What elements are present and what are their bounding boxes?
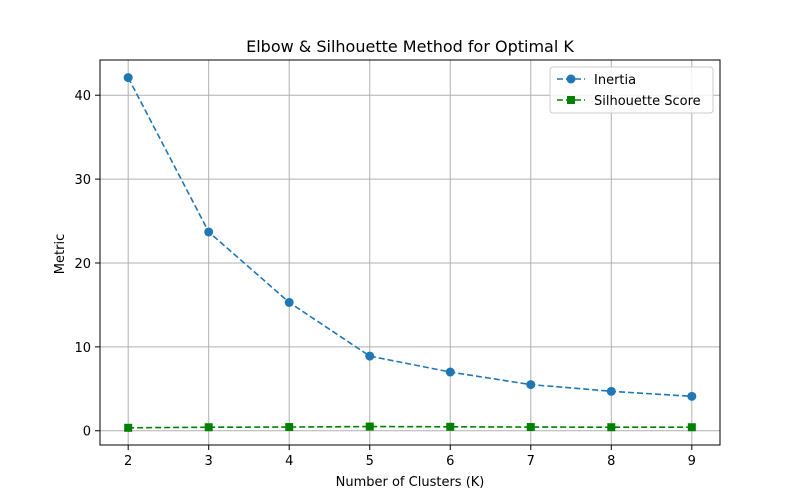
- inertia-point: [606, 386, 616, 396]
- y-tick-label: 30: [74, 173, 91, 188]
- silhouette-score-point: [365, 422, 374, 431]
- inertia-line: [127, 77, 692, 398]
- silhouette-score-point: [124, 423, 133, 432]
- tick-layer: 2 3 4 5 6 7 8 9 0 10 20 30 40: [74, 89, 696, 469]
- silhouette-score-point: [285, 423, 294, 432]
- silhouette-score-line: [128, 425, 692, 429]
- x-tick-label: 5: [366, 454, 374, 469]
- legend-label-silhouette-score: Silhouette Score: [594, 94, 701, 109]
- x-tick-label: 4: [285, 454, 293, 469]
- legend-box: [549, 66, 714, 114]
- inertia-point: [284, 297, 294, 307]
- x-tick-label: 3: [205, 454, 213, 469]
- silhouette-score-point: [607, 423, 616, 432]
- y-tick-label: 20: [74, 257, 91, 272]
- inertia-point: [123, 73, 133, 83]
- x-tick-label: 2: [124, 454, 132, 469]
- legend: Inertia Silhouette Score: [549, 66, 714, 114]
- y-axis-label: Metric: [53, 234, 68, 274]
- y-tick-label: 0: [83, 425, 91, 440]
- inertia-point: [365, 351, 375, 361]
- silhouette-score-point: [526, 423, 535, 432]
- grid-layer: [100, 60, 720, 445]
- y-tick-label: 10: [74, 341, 91, 356]
- legend-label-inertia: Inertia: [594, 73, 636, 88]
- legend-marker-inertia: [566, 74, 576, 84]
- silhouette-score-point: [446, 422, 455, 431]
- x-tick-label: 8: [607, 454, 615, 469]
- plot-frame: [99, 59, 721, 446]
- y-tick-label: 40: [74, 89, 91, 104]
- x-tick-label: 7: [527, 454, 535, 469]
- inertia-point: [526, 380, 536, 390]
- series-layer: [123, 73, 697, 432]
- silhouette-score-point: [204, 423, 213, 432]
- legend-marker-silhouette-score: [567, 96, 575, 104]
- inertia-point: [445, 367, 455, 377]
- x-tick-label: 6: [446, 454, 454, 469]
- chart-title: Elbow & Silhouette Method for Optimal K: [246, 37, 574, 56]
- x-axis-label: Number of Clusters (K): [336, 475, 485, 490]
- inertia-point: [204, 227, 214, 237]
- silhouette-score-point: [687, 423, 696, 432]
- inertia-point: [687, 391, 697, 401]
- x-tick-label: 9: [688, 454, 696, 469]
